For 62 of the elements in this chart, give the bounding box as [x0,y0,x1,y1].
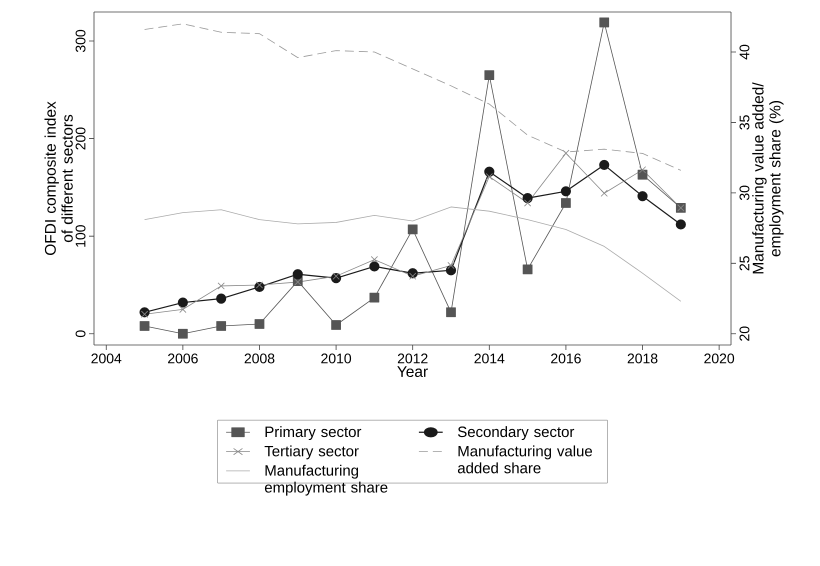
point [562,150,570,157]
point [331,320,341,330]
y2-tick-label: 40 [740,44,750,60]
x-tick-label: 2006 [168,354,198,364]
legend-label: Secondary sector [458,426,574,440]
point [140,310,148,318]
point [179,306,186,313]
point [256,281,264,289]
legend-label: Manufacturing employment share [264,464,388,496]
legend-label: Manufacturing value added share [458,445,592,474]
legend-label: Tertiary sector [264,445,359,460]
point [216,321,226,331]
y2-tick-label: 35 [740,115,750,130]
point [486,173,493,180]
point [332,272,340,280]
point [676,219,686,230]
point [522,193,533,204]
y2-tick-label: 20 [740,326,750,341]
x-tick-label: 2008 [244,354,274,364]
x-tick-label: 2016 [551,354,581,364]
x-tick-label: 2010 [321,354,352,364]
line-series [144,206,682,302]
point [178,328,188,339]
point [637,191,648,202]
y2-axis-title: Manufacturing value added/ employment share (%) [752,82,784,274]
point [599,18,610,28]
point [522,264,532,274]
y-tick-label: 300 [76,30,86,52]
point [560,186,571,196]
y-tick-label: 100 [76,225,86,247]
point [409,272,416,280]
point [292,269,303,280]
y-axis-title: OFDI composite index of different sectors [44,101,73,255]
point [178,297,188,308]
point [561,198,571,208]
point [369,261,380,272]
legend-label: Primary sector [266,426,362,440]
x-tick-label: 2004 [91,354,122,364]
point [600,190,608,197]
point [446,307,456,318]
point [370,292,380,303]
point [218,282,225,290]
point [254,319,264,329]
point [599,160,610,170]
point [524,199,532,207]
point [370,256,378,264]
point [484,70,494,80]
y2-tick-label: 30 [740,186,750,200]
x-tick-label: 2014 [474,354,504,364]
point [140,321,150,331]
x-tick-label: 2020 [704,354,734,364]
y2-tick-label: 25 [740,256,750,270]
y-tick-label: 200 [76,127,86,150]
point [638,170,648,180]
x-tick-label: 2018 [628,354,658,364]
point [638,166,646,174]
point [216,294,226,304]
point [447,262,455,270]
x-axis-title: Year [397,366,428,378]
x-tick-label: 2012 [398,354,428,364]
point [408,224,418,234]
y-tick-label: 0 [76,330,86,338]
